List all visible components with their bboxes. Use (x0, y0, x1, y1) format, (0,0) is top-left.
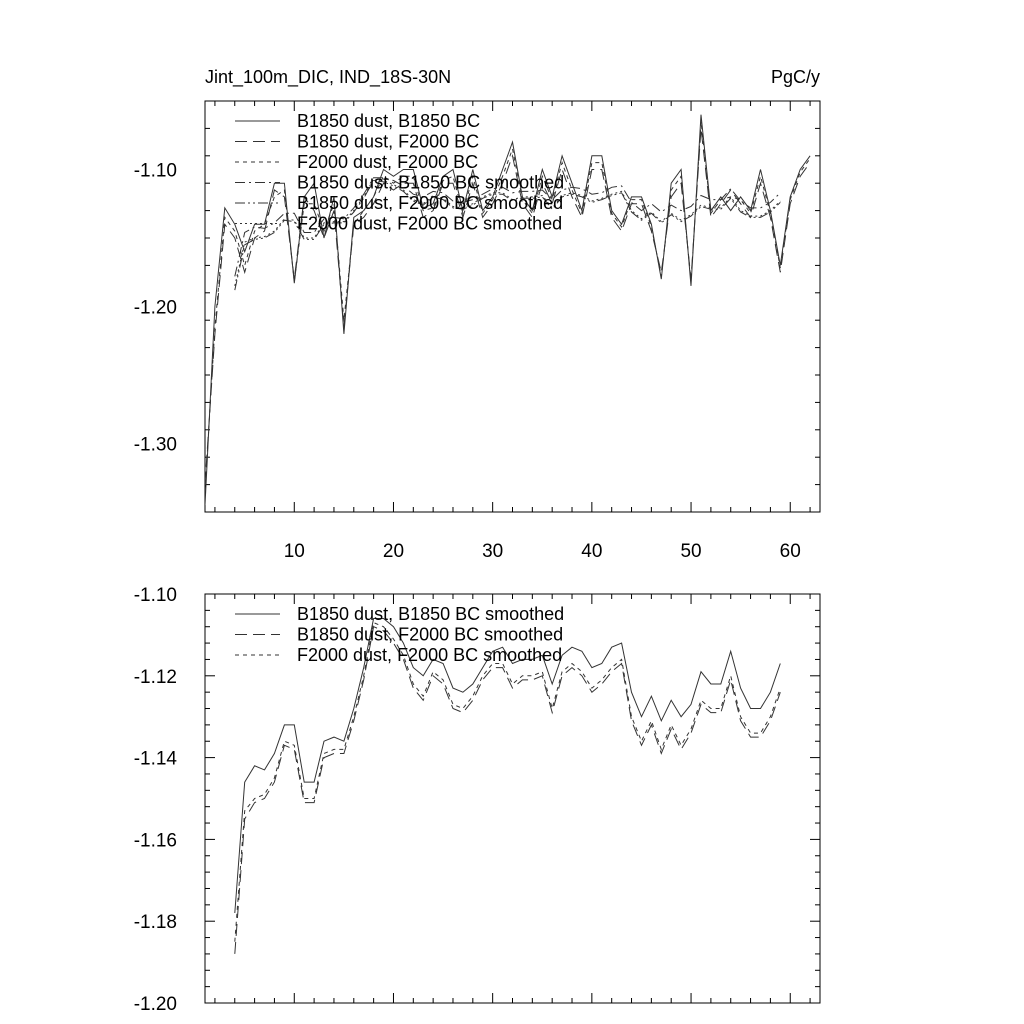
series-line-2 (205, 121, 811, 492)
y-tick-label: -1.12 (134, 667, 177, 688)
y-tick-label: -1.20 (134, 298, 177, 319)
legend-label: F2000 dust, F2000 BC smoothed (297, 214, 562, 234)
legend-label: B1850 dust, F2000 BC (297, 132, 479, 152)
y-tick-label: -1.10 (134, 585, 177, 606)
top-panel: 10 20 30 40 50 60 -1.30 -1.20 -1.10 Jint_100m_DIC… (134, 67, 821, 562)
series-line-2 (234, 621, 781, 942)
series-line-5 (234, 178, 781, 287)
legend-label: B1850 dust, F2000 BC smoothed (297, 625, 563, 645)
y-tick-label: -1.18 (134, 912, 177, 933)
x-tick-label: 40 (581, 541, 602, 562)
y-tick-label: -1.30 (134, 435, 177, 456)
series-line-1 (205, 128, 811, 485)
x-tick-label: 50 (680, 541, 701, 562)
series-line-0 (205, 114, 811, 506)
legend-label: B1850 dust, B1850 BC (297, 111, 480, 131)
y-tick-label: -1.14 (134, 749, 178, 770)
y-tick-label: -1.10 (134, 161, 177, 182)
legend-label: F2000 dust, F2000 BC smoothed (297, 645, 562, 665)
bottom-panel: -1.20 -1.18 -1.16 -1.14 -1.12 -1.10 B1850 dust… (134, 585, 821, 1015)
x-tick-label: 20 (383, 541, 404, 562)
x-tick-label: 10 (284, 541, 305, 562)
chart-title-right: PgC/y (771, 67, 820, 87)
chart-title-left: Jint_100m_DIC, IND_18S-30N (205, 67, 451, 88)
legend-label: B1850 dust, F2000 BC smoothed (297, 193, 563, 213)
series-line-0 (234, 618, 781, 914)
series-line-4 (234, 179, 781, 291)
y-tick-label: -1.16 (134, 830, 177, 851)
series-line-3 (234, 177, 781, 277)
legend-label: F2000 dust, F2000 BC (297, 152, 478, 172)
legend-label: B1850 dust, B1850 BC smoothed (297, 604, 564, 624)
series-line-1 (234, 626, 781, 954)
x-tick-label: 30 (482, 541, 503, 562)
x-tick-label: 60 (780, 541, 801, 562)
legend-label: B1850 dust, B1850 BC smoothed (297, 173, 564, 193)
y-tick-label: -1.20 (134, 994, 177, 1015)
